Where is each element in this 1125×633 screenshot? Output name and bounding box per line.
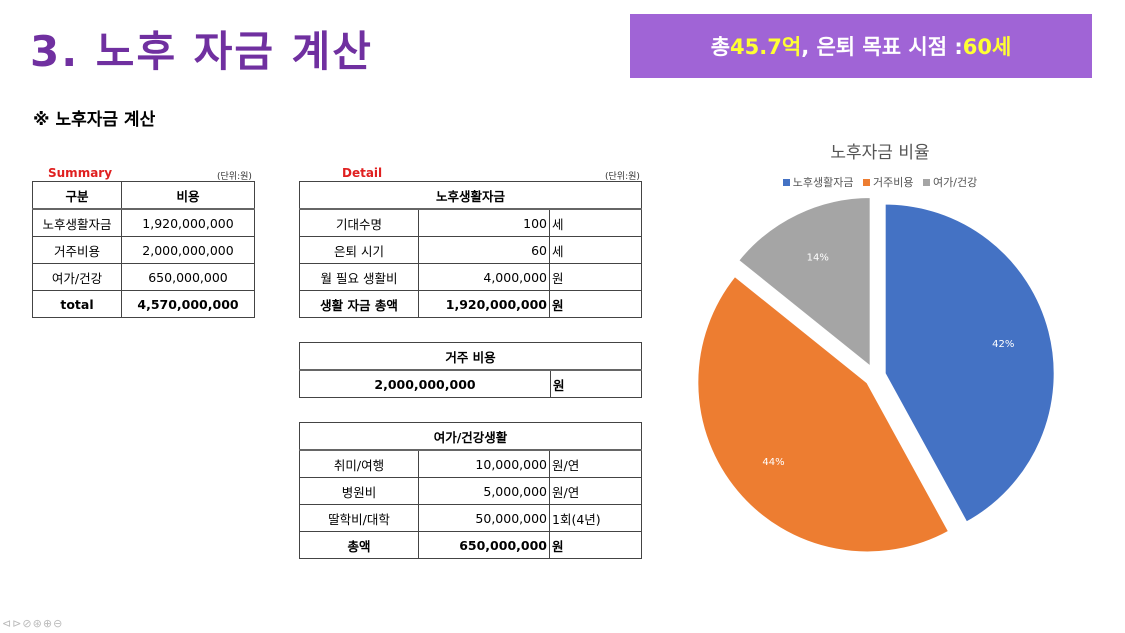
total-row: 생활 자금 총액 1,920,000,000 원 (299, 290, 642, 318)
pie-slice-2 (696, 274, 951, 554)
legend-label: 노후생활자금 (792, 176, 854, 189)
table-row: 딸학비/대학 50,000,000 1회(4년) (299, 504, 642, 532)
value-cell: 60 (418, 236, 550, 264)
table-row: 병원비 5,000,000 원/연 (299, 477, 642, 505)
summary-caption: Summary (48, 166, 113, 180)
category-cell: 거주비용 (32, 236, 122, 264)
summary-banner: 총 45.7억, 은퇴 목표 시점 : 60세 (630, 14, 1092, 78)
unit-cell: 세 (549, 236, 642, 264)
slideshow-toolbar[interactable]: ⊲⊳⊘⊛⊕⊖ (2, 617, 64, 630)
banner-total: 45.7억 (730, 35, 802, 59)
pie-data-label: 14% (807, 253, 829, 264)
banner-middle: , 은퇴 목표 시점 : (801, 35, 963, 59)
table-row: 월 필요 생활비 4,000,000 원 (299, 263, 642, 291)
table-row: 취미/여행 10,000,000 원/연 (299, 449, 642, 478)
detail-caption: Detail (342, 166, 383, 180)
table-header: 노후생활자금 (299, 181, 642, 210)
detail-unit: (단위:원) (605, 172, 640, 182)
value-cell: 100 (418, 208, 550, 237)
total-label: 총액 (299, 531, 419, 559)
value-cell: 10,000,000 (418, 449, 550, 478)
legend-swatch (782, 179, 790, 186)
table-header-row: 노후생활자금 (299, 181, 642, 210)
total-amount: 4,570,000,000 (121, 290, 255, 318)
amount-cell: 1,920,000,000 (121, 208, 255, 237)
housing-cost-table: 거주 비용 2,000,000,000 원 (299, 342, 642, 398)
unit-cell: 원/연 (549, 449, 642, 478)
column-header: 구분 (32, 181, 122, 210)
living-cost-table: 노후생활자금 기대수명 100 세 은퇴 시기 60 세 월 필요 생활비 4,… (299, 181, 642, 318)
total-amount: 1,920,000,000 (418, 290, 550, 318)
pie-data-label: 42% (992, 339, 1014, 350)
item-cell: 기대수명 (299, 208, 419, 237)
legend-label: 거주비용 (873, 176, 914, 189)
table-row: 여가/건강 650,000,000 (32, 263, 255, 291)
unit-cell: 원 (549, 531, 642, 559)
table-header-row: 구분 비용 (32, 181, 255, 210)
chart-title: 노후자금 비율 (830, 143, 930, 163)
legend-swatch (923, 179, 931, 186)
item-cell: 월 필요 생활비 (299, 263, 419, 291)
unit-cell: 원/연 (549, 477, 642, 505)
value-cell: 5,000,000 (418, 477, 550, 505)
banner-prefix: 총 (710, 35, 731, 59)
unit-cell: 원 (550, 369, 642, 398)
table-header: 거주 비용 (299, 342, 642, 371)
chart-legend: 노후생활자금 거주비용 여가/건강 (690, 174, 1070, 190)
table-header-row: 여가/건강생활 (299, 422, 642, 451)
slide-title: 3. 노후 자금 계산 (30, 27, 373, 76)
unit-cell: 원 (549, 290, 642, 318)
unit-cell: 1회(4년) (549, 504, 642, 532)
leisure-health-table: 여가/건강생활 취미/여행 10,000,000 원/연 병원비 5,000,0… (299, 422, 642, 559)
table-row: 거주비용 2,000,000,000 (32, 236, 255, 264)
total-amount: 650,000,000 (418, 531, 550, 559)
section-subtitle: ※ 노후자금 계산 (33, 110, 156, 130)
legend-swatch (863, 179, 871, 186)
table-row: 2,000,000,000 원 (299, 369, 642, 398)
banner-age: 60세 (962, 35, 1012, 59)
legend-item: 거주비용 (863, 176, 914, 189)
value-cell: 4,000,000 (418, 263, 550, 291)
unit-cell: 세 (549, 208, 642, 237)
category-cell: 여가/건강 (32, 263, 122, 291)
housing-amount: 2,000,000,000 (299, 369, 551, 398)
amount-cell: 2,000,000,000 (121, 236, 255, 264)
column-header: 비용 (121, 181, 255, 210)
item-cell: 은퇴 시기 (299, 236, 419, 264)
total-label: 생활 자금 총액 (299, 290, 419, 318)
table-row: 은퇴 시기 60 세 (299, 236, 642, 264)
total-row: total 4,570,000,000 (32, 290, 255, 318)
table-row: 노후생활자금 1,920,000,000 (32, 208, 255, 237)
legend-label: 여가/건강 (933, 176, 978, 189)
table-row: 기대수명 100 세 (299, 208, 642, 237)
legend-item: 여가/건강 (923, 176, 977, 189)
table-header-row: 거주 비용 (299, 342, 642, 371)
item-cell: 딸학비/대학 (299, 504, 419, 532)
item-cell: 병원비 (299, 477, 419, 505)
summary-table: 구분 비용 노후생활자금 1,920,000,000 거주비용 2,000,00… (32, 181, 255, 318)
total-label: total (32, 290, 122, 318)
pie-data-label: 44% (762, 457, 784, 468)
pie-slice-3 (736, 195, 872, 370)
pie-slice-1 (883, 202, 1056, 524)
item-cell: 취미/여행 (299, 449, 419, 478)
value-cell: 50,000,000 (418, 504, 550, 532)
legend-item: 노후생활자금 (782, 176, 854, 189)
category-cell: 노후생활자금 (32, 208, 122, 237)
total-row: 총액 650,000,000 원 (299, 531, 642, 559)
summary-unit: (단위:원) (217, 172, 252, 182)
pie-plot-area: 42% 44% 14% (696, 195, 1056, 554)
table-header: 여가/건강생활 (299, 422, 642, 451)
unit-cell: 원 (549, 263, 642, 291)
amount-cell: 650,000,000 (121, 263, 255, 291)
pie-chart: 노후자금 비율 노후생활자금 거주비용 여가/건강 42% 44% 14% (690, 128, 1070, 568)
